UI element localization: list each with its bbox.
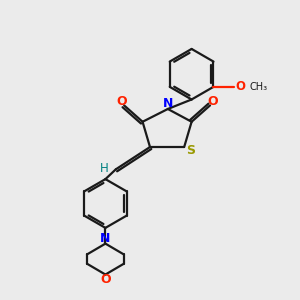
Text: O: O — [116, 95, 127, 108]
Text: O: O — [236, 80, 245, 93]
Text: O: O — [207, 95, 218, 108]
Text: S: S — [186, 144, 195, 157]
Text: N: N — [163, 97, 174, 110]
Text: CH₃: CH₃ — [249, 82, 267, 92]
Text: O: O — [100, 273, 111, 286]
Text: N: N — [100, 232, 111, 245]
Text: H: H — [100, 162, 108, 175]
